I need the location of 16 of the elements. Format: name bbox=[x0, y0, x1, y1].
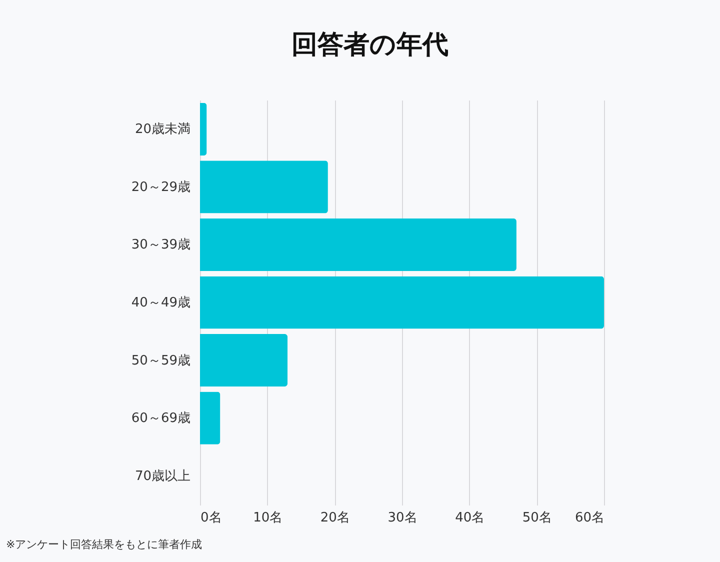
y-tick-label: 40～49歳 bbox=[131, 296, 190, 310]
x-tick-label: 0名 bbox=[200, 510, 222, 526]
y-tick-label: 20～29歳 bbox=[131, 180, 190, 195]
y-tick-label: 70歳以上 bbox=[134, 468, 190, 484]
y-tick-label: 50～59歳 bbox=[131, 353, 190, 368]
y-tick-label: 30～39歳 bbox=[131, 238, 190, 253]
y-tick-label: 60～69歳 bbox=[131, 411, 190, 426]
x-tick-label: 20名 bbox=[320, 510, 350, 526]
x-tick-label: 60名 bbox=[574, 510, 604, 526]
x-tick-label: 40名 bbox=[455, 510, 485, 526]
text: ※アンケート回答結果をもとに筆者作成 bbox=[6, 538, 202, 552]
x-tick-label: 10名 bbox=[253, 510, 283, 526]
x-tick-label: 30名 bbox=[388, 510, 418, 526]
y-tick-label: 20歳未満 bbox=[134, 122, 190, 138]
chart-title: 回答者の年代 bbox=[292, 30, 448, 60]
x-tick-label: 50名 bbox=[522, 510, 552, 526]
